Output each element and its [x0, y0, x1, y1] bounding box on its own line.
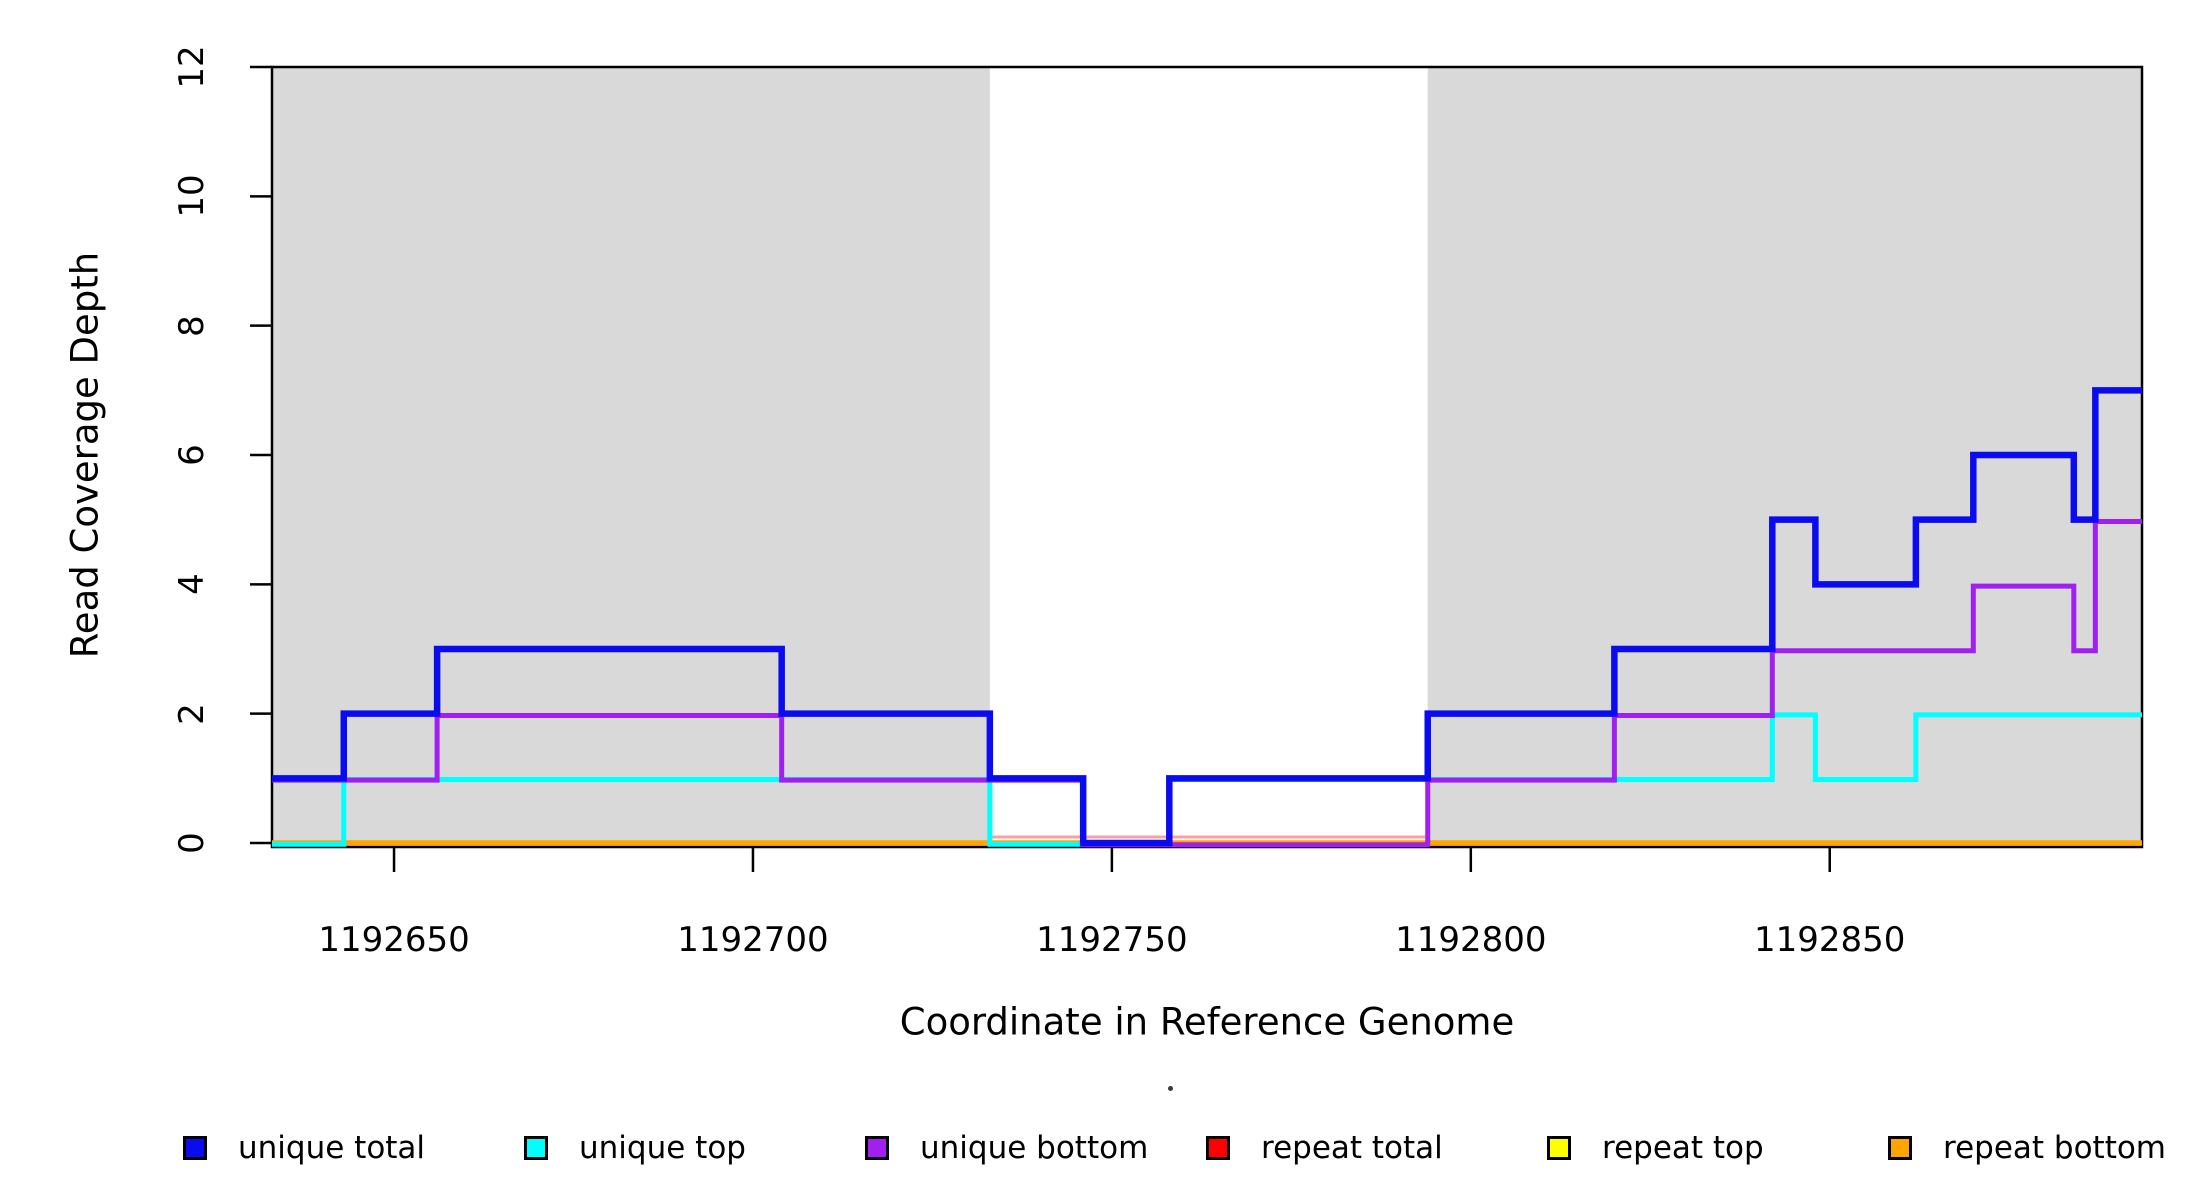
- y-tick-label: 8: [172, 314, 212, 337]
- y-tick-label: 12: [172, 45, 212, 89]
- y-tick-label: 2: [172, 702, 212, 725]
- legend-label: repeat bottom: [1943, 1130, 2167, 1166]
- x-tick-label: 1192800: [1395, 920, 1547, 960]
- legend-label: unique total: [238, 1130, 426, 1166]
- legend-item-repeat-top: repeat top: [1547, 1123, 1764, 1173]
- legend-swatch-repeat-bottom: [1888, 1136, 1912, 1160]
- x-axis-title: Coordinate in Reference Genome: [899, 1000, 1515, 1044]
- y-axis-title: Read Coverage Depth: [63, 251, 107, 659]
- legend: unique total unique top unique bottom repea…: [0, 1110, 2200, 1170]
- legend-swatch-unique-bottom: [865, 1136, 889, 1160]
- legend-label: repeat top: [1602, 1130, 1764, 1166]
- legend-swatch-repeat-total: [1206, 1136, 1230, 1160]
- x-tick-label: 1192750: [1036, 920, 1188, 960]
- y-tick-label: 6: [172, 444, 212, 466]
- y-tick-label: 4: [172, 573, 212, 596]
- y-tick-label: 10: [172, 174, 212, 218]
- series-unique-total: [272, 387, 2142, 847]
- stray-dot: [1168, 1086, 1173, 1091]
- legend-label: repeat total: [1261, 1130, 1443, 1166]
- legend-swatch-unique-top: [524, 1136, 548, 1160]
- x-tick-label: 1192650: [318, 920, 470, 960]
- x-tick-label: 1192850: [1754, 920, 1906, 960]
- legend-swatch-repeat-top: [1547, 1136, 1571, 1160]
- y-tick-label: 0: [172, 832, 212, 854]
- x-tick-label: 1192700: [677, 920, 829, 960]
- masked-region: [272, 67, 990, 847]
- legend-item-unique-total: unique total: [183, 1123, 425, 1173]
- legend-item-repeat-total: repeat total: [1206, 1123, 1443, 1173]
- legend-swatch-unique-total: [183, 1136, 207, 1160]
- legend-label: unique bottom: [920, 1130, 1149, 1166]
- legend-label: unique top: [579, 1130, 746, 1166]
- legend-item-repeat-bottom: repeat bottom: [1888, 1123, 2166, 1173]
- legend-item-unique-bottom: unique bottom: [865, 1123, 1148, 1173]
- series-unique-bottom: [272, 518, 2142, 848]
- legend-item-unique-top: unique top: [524, 1123, 746, 1173]
